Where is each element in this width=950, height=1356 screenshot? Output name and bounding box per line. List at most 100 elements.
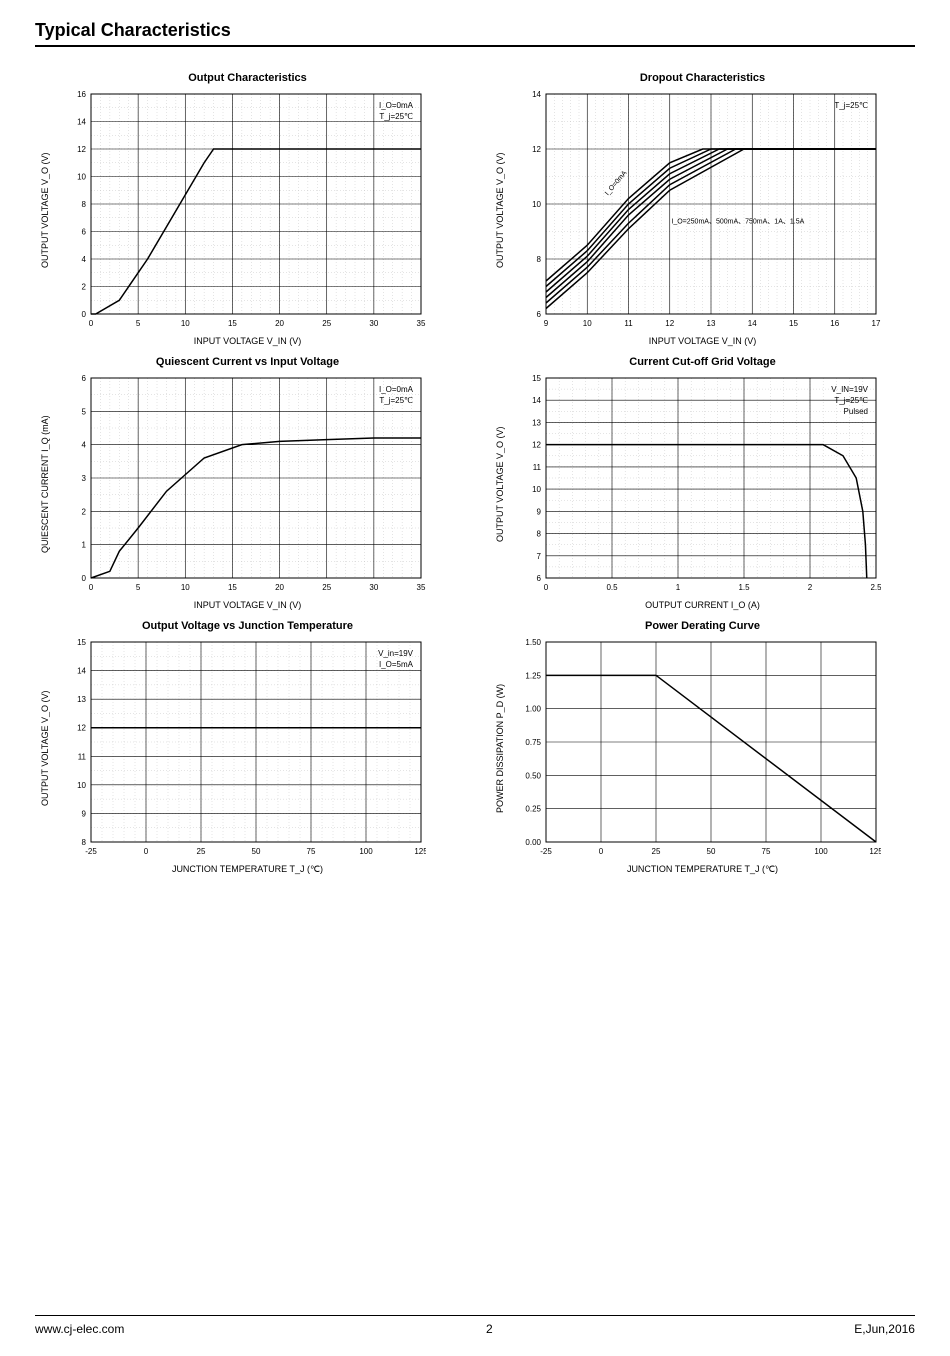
svg-text:8: 8 xyxy=(536,530,541,539)
svg-text:30: 30 xyxy=(369,319,378,328)
svg-text:20: 20 xyxy=(275,583,284,592)
chart-title: Current Cut-off Grid Voltage xyxy=(629,356,775,368)
svg-text:25: 25 xyxy=(196,847,205,856)
x-axis-label: JUNCTION TEMPERATURE T_J (℃) xyxy=(172,864,323,875)
svg-text:12: 12 xyxy=(77,724,86,733)
svg-text:125: 125 xyxy=(869,847,881,856)
page-footer: www.cj-elec.com 2 E,Jun,2016 xyxy=(35,1315,915,1336)
svg-text:V_in=19V: V_in=19V xyxy=(378,649,414,658)
svg-text:0: 0 xyxy=(88,583,93,592)
svg-text:1.25: 1.25 xyxy=(525,671,541,680)
svg-text:13: 13 xyxy=(77,695,86,704)
svg-text:T_j=25℃: T_j=25℃ xyxy=(379,112,413,121)
svg-text:8: 8 xyxy=(536,255,541,264)
x-axis-label: OUTPUT CURRENT I_O (A) xyxy=(645,600,760,610)
svg-text:100: 100 xyxy=(359,847,373,856)
chart-output-characteristics: Output Characteristics OUTPUT VOLTAGE V_… xyxy=(35,72,460,346)
y-axis-label: POWER DISSIPATION P_D (W) xyxy=(495,637,505,860)
svg-text:16: 16 xyxy=(77,90,86,99)
svg-text:1: 1 xyxy=(81,541,86,550)
svg-text:I_O=0mA: I_O=0mA xyxy=(378,385,413,394)
svg-text:13: 13 xyxy=(532,418,541,427)
svg-text:100: 100 xyxy=(814,847,828,856)
svg-text:12: 12 xyxy=(665,319,674,328)
svg-text:I_O=250mA、500mA、750mA、1A、1.5A: I_O=250mA、500mA、750mA、1A、1.5A xyxy=(671,218,804,225)
svg-text:2.5: 2.5 xyxy=(870,583,881,592)
svg-text:14: 14 xyxy=(532,396,541,405)
svg-text:0.75: 0.75 xyxy=(525,738,541,747)
svg-text:10: 10 xyxy=(532,485,541,494)
x-axis-label: JUNCTION TEMPERATURE T_J (℃) xyxy=(627,864,778,875)
svg-text:Pulsed: Pulsed xyxy=(843,407,867,416)
svg-text:6: 6 xyxy=(81,228,86,237)
svg-text:11: 11 xyxy=(532,463,541,472)
y-axis-label: QUIESCENT CURRENT I_Q (mA) xyxy=(40,373,50,596)
svg-text:35: 35 xyxy=(416,583,425,592)
svg-text:8: 8 xyxy=(81,200,86,209)
svg-text:15: 15 xyxy=(227,319,236,328)
svg-text:30: 30 xyxy=(369,583,378,592)
svg-text:13: 13 xyxy=(706,319,715,328)
svg-text:14: 14 xyxy=(747,319,756,328)
svg-text:14: 14 xyxy=(532,90,541,99)
svg-text:-25: -25 xyxy=(540,847,552,856)
svg-text:9: 9 xyxy=(543,319,548,328)
svg-text:50: 50 xyxy=(251,847,260,856)
svg-text:6: 6 xyxy=(536,574,541,583)
svg-text:17: 17 xyxy=(871,319,880,328)
svg-text:15: 15 xyxy=(789,319,798,328)
chart-title: Quiescent Current vs Input Voltage xyxy=(156,356,339,368)
svg-text:6: 6 xyxy=(536,310,541,319)
svg-text:14: 14 xyxy=(77,667,86,676)
svg-text:12: 12 xyxy=(532,145,541,154)
svg-text:0: 0 xyxy=(543,583,548,592)
svg-text:11: 11 xyxy=(77,752,86,761)
svg-text:20: 20 xyxy=(275,319,284,328)
svg-text:25: 25 xyxy=(322,319,331,328)
svg-text:75: 75 xyxy=(306,847,315,856)
chart-title: Power Derating Curve xyxy=(645,620,760,632)
footer-url: www.cj-elec.com xyxy=(35,1322,124,1336)
svg-text:0.50: 0.50 xyxy=(525,771,541,780)
y-axis-label: OUTPUT VOLTAGE V_O (V) xyxy=(495,89,505,332)
svg-text:8: 8 xyxy=(81,838,86,847)
x-axis-label: INPUT VOLTAGE V_IN (V) xyxy=(194,600,302,610)
svg-text:6: 6 xyxy=(81,374,86,383)
svg-text:2: 2 xyxy=(81,283,86,292)
svg-text:10: 10 xyxy=(532,200,541,209)
svg-text:16: 16 xyxy=(830,319,839,328)
svg-text:0: 0 xyxy=(598,847,603,856)
svg-text:1.50: 1.50 xyxy=(525,638,541,647)
svg-text:0: 0 xyxy=(88,319,93,328)
svg-text:1: 1 xyxy=(675,583,680,592)
svg-text:35: 35 xyxy=(416,319,425,328)
svg-text:12: 12 xyxy=(77,145,86,154)
chart-title: Output Characteristics xyxy=(188,72,307,84)
svg-text:3: 3 xyxy=(81,474,86,483)
chart-quiescent: Quiescent Current vs Input Voltage QUIES… xyxy=(35,356,460,610)
svg-text:10: 10 xyxy=(180,319,189,328)
y-axis-label: OUTPUT VOLTAGE V_O (V) xyxy=(40,637,50,860)
section-title: Typical Characteristics xyxy=(35,20,915,47)
svg-text:0: 0 xyxy=(143,847,148,856)
svg-text:0.25: 0.25 xyxy=(525,805,541,814)
svg-text:10: 10 xyxy=(180,583,189,592)
chart-voltage-temp: Output Voltage vs Junction Temperature O… xyxy=(35,620,460,875)
svg-text:4: 4 xyxy=(81,255,86,264)
svg-text:0: 0 xyxy=(81,310,86,319)
svg-text:9: 9 xyxy=(81,809,86,818)
svg-text:10: 10 xyxy=(77,781,86,790)
svg-text:I_O=0mA: I_O=0mA xyxy=(378,101,413,110)
svg-text:2: 2 xyxy=(807,583,812,592)
x-axis-label: INPUT VOLTAGE V_IN (V) xyxy=(194,336,302,346)
svg-text:T_j=25℃: T_j=25℃ xyxy=(834,396,868,405)
svg-text:12: 12 xyxy=(532,441,541,450)
svg-text:25: 25 xyxy=(651,847,660,856)
svg-text:1.5: 1.5 xyxy=(738,583,750,592)
svg-text:15: 15 xyxy=(532,374,541,383)
svg-text:14: 14 xyxy=(77,118,86,127)
chart-dropout: Dropout Characteristics OUTPUT VOLTAGE V… xyxy=(490,72,915,346)
svg-text:-25: -25 xyxy=(85,847,97,856)
svg-text:5: 5 xyxy=(135,319,140,328)
svg-text:10: 10 xyxy=(582,319,591,328)
